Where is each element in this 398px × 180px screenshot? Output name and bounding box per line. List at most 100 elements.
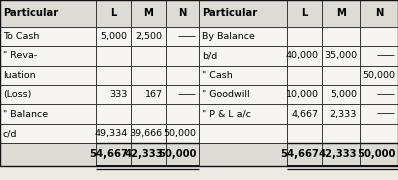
- Bar: [322, 27, 360, 46]
- Text: 4,667: 4,667: [292, 110, 319, 119]
- Bar: [0, 0, 96, 27]
- Bar: [166, 27, 199, 46]
- Text: 2,500: 2,500: [136, 32, 163, 41]
- Bar: [199, 27, 287, 46]
- Bar: [360, 85, 398, 104]
- Text: To Cash: To Cash: [3, 32, 39, 41]
- Bar: [322, 66, 360, 85]
- Text: 5,000: 5,000: [101, 32, 128, 41]
- Text: 50,000: 50,000: [357, 149, 395, 159]
- Bar: [166, 85, 199, 104]
- Bar: [0, 66, 96, 85]
- Bar: [287, 27, 322, 46]
- Text: " Cash: " Cash: [202, 71, 232, 80]
- Text: 333: 333: [109, 90, 128, 99]
- Bar: [131, 27, 166, 46]
- Text: ——: ——: [177, 90, 196, 99]
- Text: 39,666: 39,666: [130, 129, 163, 138]
- Bar: [287, 124, 322, 143]
- Bar: [360, 104, 398, 124]
- Bar: [96, 46, 131, 66]
- Text: 54,667: 54,667: [89, 149, 128, 159]
- Text: 2,333: 2,333: [330, 110, 357, 119]
- Bar: [322, 104, 360, 124]
- Bar: [96, 124, 131, 143]
- Bar: [199, 0, 287, 27]
- Bar: [0, 124, 96, 143]
- Text: M: M: [336, 8, 345, 18]
- Text: ——: ——: [376, 90, 395, 99]
- Text: 35,000: 35,000: [324, 51, 357, 60]
- Bar: [322, 46, 360, 66]
- Bar: [287, 46, 322, 66]
- Bar: [287, 104, 322, 124]
- Text: 50,000: 50,000: [362, 71, 395, 80]
- Text: 42,333: 42,333: [124, 149, 163, 159]
- Text: " Reva-: " Reva-: [3, 51, 37, 60]
- Bar: [360, 124, 398, 143]
- Text: 49,334: 49,334: [94, 129, 128, 138]
- Text: c/d: c/d: [3, 129, 17, 138]
- Bar: [131, 85, 166, 104]
- Bar: [96, 143, 131, 166]
- Bar: [131, 66, 166, 85]
- Bar: [199, 143, 287, 166]
- Text: 5,000: 5,000: [330, 90, 357, 99]
- Text: M: M: [143, 8, 153, 18]
- Bar: [360, 66, 398, 85]
- Text: 54,667: 54,667: [280, 149, 319, 159]
- Text: L: L: [110, 8, 116, 18]
- Text: ——: ——: [177, 32, 196, 41]
- Bar: [166, 66, 199, 85]
- Bar: [166, 46, 199, 66]
- Bar: [96, 104, 131, 124]
- Bar: [287, 85, 322, 104]
- Bar: [360, 46, 398, 66]
- Bar: [287, 143, 322, 166]
- Bar: [166, 124, 199, 143]
- Bar: [199, 104, 287, 124]
- Bar: [322, 0, 360, 27]
- Text: L: L: [301, 8, 307, 18]
- Bar: [322, 124, 360, 143]
- Bar: [166, 143, 199, 166]
- Text: 10,000: 10,000: [286, 90, 319, 99]
- Text: 40,000: 40,000: [286, 51, 319, 60]
- Text: Particular: Particular: [3, 8, 58, 18]
- Bar: [360, 0, 398, 27]
- Bar: [96, 0, 131, 27]
- Bar: [0, 143, 96, 166]
- Text: Particular: Particular: [202, 8, 257, 18]
- Text: ——: ——: [376, 51, 395, 60]
- Bar: [0, 46, 96, 66]
- Text: 167: 167: [145, 90, 163, 99]
- Text: " Balance: " Balance: [3, 110, 48, 119]
- Text: 50,000: 50,000: [158, 149, 196, 159]
- Bar: [199, 85, 287, 104]
- Text: 50,000: 50,000: [163, 129, 196, 138]
- Text: " Goodwill: " Goodwill: [202, 90, 250, 99]
- Bar: [131, 104, 166, 124]
- Text: ——: ——: [376, 110, 395, 119]
- Text: 42,333: 42,333: [318, 149, 357, 159]
- Text: " P & L a/c: " P & L a/c: [202, 110, 251, 119]
- Bar: [287, 66, 322, 85]
- Bar: [0, 27, 96, 46]
- Text: b/d: b/d: [202, 51, 217, 60]
- Bar: [131, 143, 166, 166]
- Bar: [199, 66, 287, 85]
- Bar: [96, 66, 131, 85]
- Bar: [166, 104, 199, 124]
- Bar: [96, 27, 131, 46]
- Bar: [322, 143, 360, 166]
- Bar: [0, 85, 96, 104]
- Text: (Loss): (Loss): [3, 90, 31, 99]
- Text: N: N: [375, 8, 383, 18]
- Bar: [131, 124, 166, 143]
- Bar: [0, 104, 96, 124]
- Text: N: N: [178, 8, 187, 18]
- Bar: [360, 27, 398, 46]
- Bar: [199, 124, 287, 143]
- Bar: [131, 0, 166, 27]
- Text: By Balance: By Balance: [202, 32, 255, 41]
